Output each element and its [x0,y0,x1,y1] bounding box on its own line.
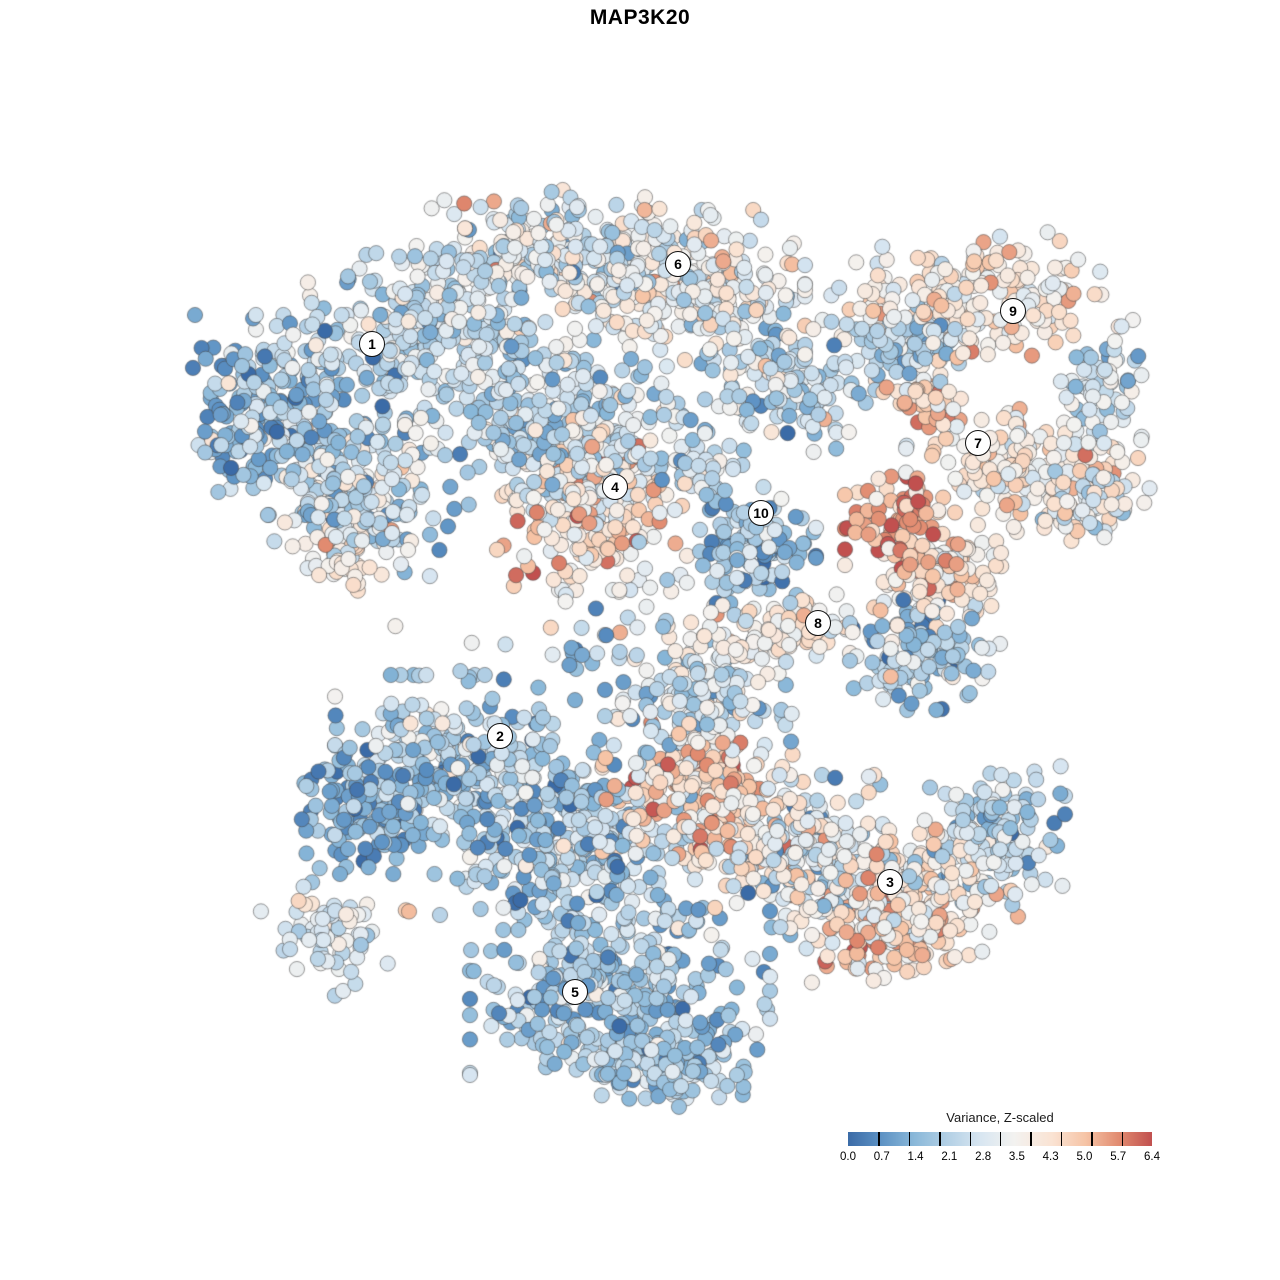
cluster-label-7: 7 [965,430,991,456]
colorbar-tick-line [1000,1132,1002,1146]
colorbar-tick-line [1030,1132,1032,1146]
colorbar-tick-label: 5.0 [1076,1151,1093,1163]
colorbar-title: Variance, Z-scaled [946,1110,1054,1125]
colorbar-legend: Variance, Z-scaled 0.0 0.7 1.4 2.1 2.8 3.5 4.3… [840,1110,1160,1163]
colorbar-tick-label: 0.0 [840,1151,856,1163]
cluster-label-8: 8 [805,610,831,636]
colorbar-tick-label: 2.1 [941,1151,958,1163]
colorbar-tick-line [1091,1132,1093,1146]
cluster-label-2: 2 [487,723,513,749]
cluster-label-9: 9 [1000,298,1026,324]
colorbar-tick-label: 1.4 [907,1151,924,1163]
colorbar-tick-label: 0.7 [873,1151,890,1163]
colorbar-tick-line [1060,1132,1063,1146]
colorbar-tick-label: 2.8 [975,1151,992,1163]
cluster-label-5: 5 [562,979,588,1005]
colorbar-gradient [848,1132,1152,1146]
cluster-label-3: 3 [877,869,903,895]
colorbar-tick-label: 4.3 [1042,1151,1059,1163]
colorbar-tick-line [939,1132,941,1146]
colorbar-tick-labels: 0.0 0.7 1.4 2.1 2.8 3.5 4.3 5.0 5.7 6.4 [840,1151,1160,1165]
colorbar-tick-line [878,1132,880,1146]
cluster-label-4: 4 [602,474,628,500]
colorbar-tick-line [908,1132,911,1146]
cluster-label-6: 6 [665,251,691,277]
colorbar-tick-label: 3.5 [1008,1151,1025,1163]
colorbar-tick-line [969,1132,971,1146]
cluster-label-1: 1 [359,331,385,357]
cluster-label-10: 10 [748,500,774,526]
colorbar-tick-line [1121,1132,1123,1146]
colorbar-tick-label: 6.4 [1144,1151,1160,1163]
colorbar-tick-label: 5.7 [1110,1151,1127,1163]
